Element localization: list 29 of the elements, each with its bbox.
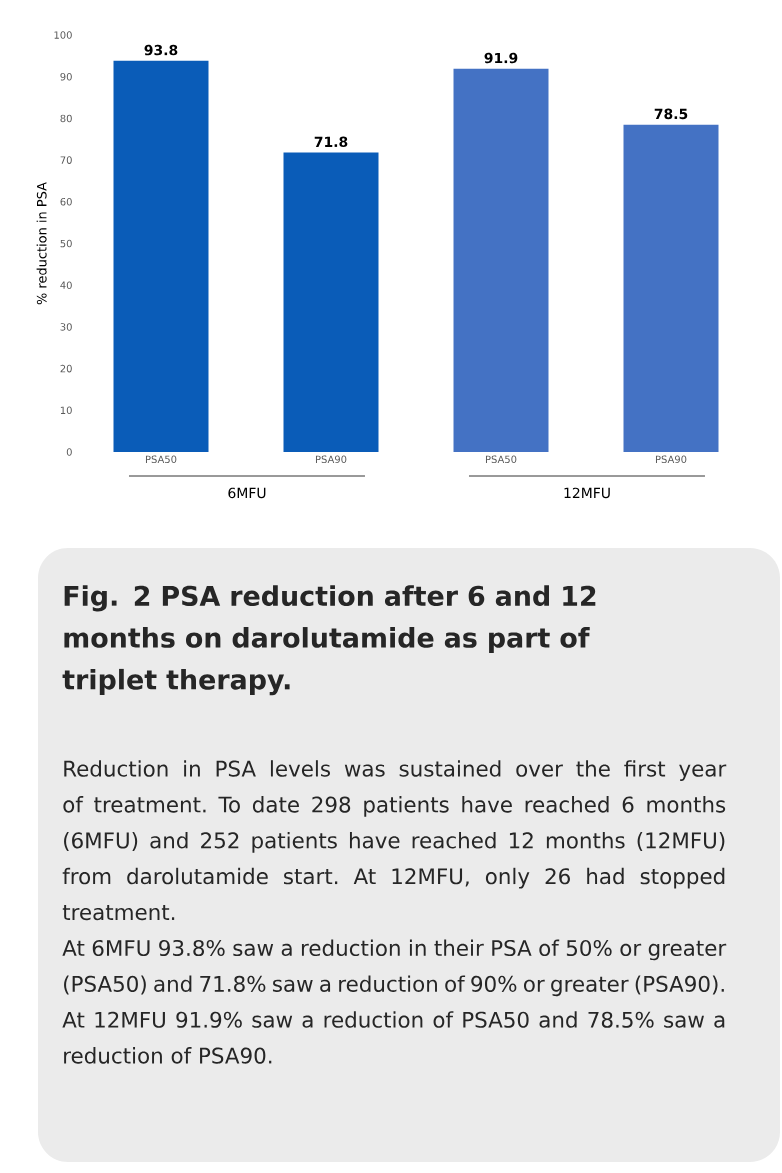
text: 6MFU xyxy=(228,487,266,499)
text: 12MFU xyxy=(564,487,610,499)
bar xyxy=(113,60,209,453)
y-tick-label: 0 xyxy=(66,448,72,456)
data-label: 71.8 xyxy=(314,136,348,148)
bar xyxy=(453,68,549,453)
x-tick-label: PSA50 xyxy=(485,455,517,464)
y-tick-label: 10 xyxy=(60,406,72,415)
y-tick-label: 50 xyxy=(60,239,72,248)
y-tick-label: 60 xyxy=(60,198,72,206)
y-tick-label: 40 xyxy=(60,281,72,289)
y-tick-label: 70 xyxy=(60,156,72,164)
x-tick-label: PSA50 xyxy=(145,455,177,464)
y-tick-label: 30 xyxy=(60,323,72,331)
bar xyxy=(283,152,379,453)
data-label: 78.5 xyxy=(654,108,688,120)
y-tick-label: 100 xyxy=(54,31,72,39)
x-tick-label: PSA90 xyxy=(315,455,347,464)
y-tick-label: 80 xyxy=(60,114,72,123)
text: Reduction in PSA levels was sustained over the first year of treatment. To date 298 patients have reached 6 months (6MFU) and 252 patients have reached 12 months (12MFU) from darolutamide start. At 12MFU, only 26 had stopped treatment. xyxy=(62,760,727,921)
x-tick-label: PSA90 xyxy=(655,455,687,464)
text: Fig. 2 PSA reduction after 6 and 12 months on darolutamide as part of triplet therapy. xyxy=(62,585,596,696)
y-axis-title: % reduction in PSA xyxy=(36,182,47,305)
y-tick-label: 90 xyxy=(60,72,72,81)
data-label: 93.8 xyxy=(144,44,178,56)
text: At 6MFU 93.8% saw a reduction in their PSA of 50% or greater (PSA50) and 71.8% saw a reduction of 90% or greater (PSA90). At 12MFU 91.9% saw a reduction of PSA50 and 78.5% saw a reduction of PSA90. xyxy=(62,939,727,1064)
data-label: 91.9 xyxy=(484,52,518,64)
bar xyxy=(623,124,719,453)
y-tick-label: 20 xyxy=(60,364,72,373)
